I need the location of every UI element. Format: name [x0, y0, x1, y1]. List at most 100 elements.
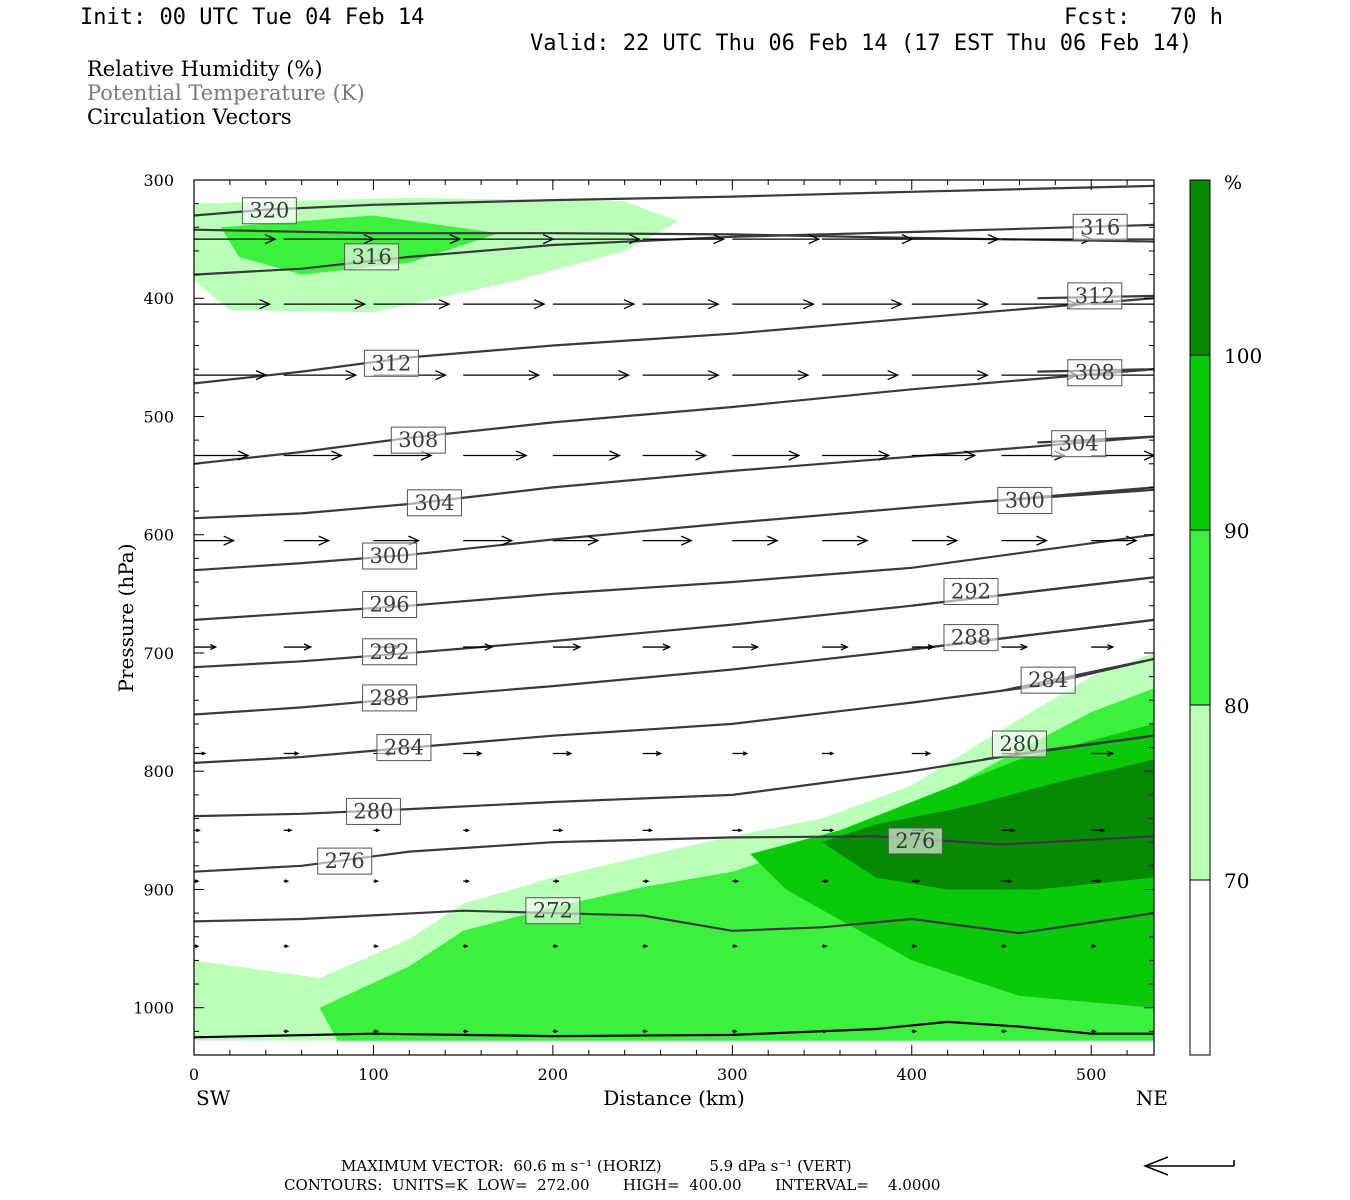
colorbar-label: 90: [1224, 519, 1249, 543]
contour-label-text: 280: [999, 732, 1039, 756]
contour-label: 304: [406, 489, 462, 517]
colorbar-unit: %: [1224, 172, 1242, 194]
x-tick-label: 500: [1076, 1065, 1107, 1084]
circulation-vector: [822, 1029, 828, 1034]
circulation-vector: [822, 944, 828, 949]
colorbar-segment: [1189, 179, 1211, 356]
circulation-vector: [194, 644, 218, 651]
contour-label: 316: [1072, 213, 1128, 241]
circulation-vector: [732, 450, 801, 461]
contour-label: 312: [1067, 282, 1123, 310]
theta-contour-292: [194, 576, 1154, 669]
contour-label-text: 276: [895, 829, 935, 853]
contour-label-text: 292: [370, 640, 410, 664]
rh-fill-layer: [194, 197, 1154, 1041]
x-axis-label: Distance (km): [603, 1086, 745, 1110]
circulation-vector: [822, 535, 869, 546]
circulation-vector: [642, 234, 726, 245]
contour-label-text: 288: [370, 686, 410, 710]
contour-label-text: 284: [1028, 668, 1068, 692]
contour-label-text: 280: [353, 799, 393, 823]
circulation-vector: [194, 751, 207, 756]
circulation-vector: [373, 299, 451, 310]
circulation-vector: [732, 828, 743, 833]
circulation-vector: [463, 450, 528, 461]
circulation-vector: [911, 234, 1000, 245]
theta-contour-316: [194, 223, 1154, 276]
circulation-vector: [911, 750, 932, 757]
circulation-vector: [463, 643, 494, 651]
max-vector-note: MAXIMUM VECTOR: 60.6 m s⁻¹ (HORIZ) 5.9 d…: [341, 1157, 852, 1175]
contour-label: 300: [362, 542, 418, 570]
circulation-vector: [552, 299, 636, 310]
contour-label: 292: [362, 638, 418, 666]
circulation-vector: [552, 535, 600, 546]
circulation-vector: [732, 1029, 738, 1034]
circulation-vector: [732, 751, 749, 756]
contour-label-text: 312: [371, 351, 411, 375]
x-tick-label: 100: [358, 1065, 389, 1084]
circulation-vector: [373, 944, 380, 949]
legend-rh: Relative Humidity (%): [87, 57, 323, 81]
circulation-vector: [1091, 828, 1106, 833]
circulation-vector: [642, 535, 693, 546]
valid-time: Valid: 22 UTC Thu 06 Feb 14 (17 EST Thu …: [530, 31, 1193, 56]
contour-label: 284: [1020, 666, 1076, 694]
x-tick-label: 0: [189, 1065, 199, 1084]
circulation-vector: [552, 450, 622, 461]
circulation-vector: [552, 828, 564, 833]
y-tick-label: 400: [143, 289, 174, 308]
contour-label: 320: [241, 197, 297, 225]
y-axis-label: Pressure (hPa): [114, 544, 138, 693]
y-tick-label: 300: [143, 171, 174, 190]
circulation-vector: [552, 879, 560, 884]
circulation-vector: [642, 299, 720, 310]
contour-label-text: 288: [951, 626, 991, 650]
contour-label: 284: [376, 734, 432, 762]
contour-label: 276: [317, 847, 373, 875]
contour-label-text: 300: [1005, 488, 1045, 512]
plot-frame: [193, 179, 1155, 1056]
colorbar-segment: [1189, 529, 1211, 706]
circulation-vector: [1001, 1029, 1008, 1034]
circulation-vector: [911, 370, 989, 381]
contour-label: 316: [344, 243, 400, 271]
circulation-vector: [911, 450, 977, 461]
circulation-vector: [1091, 750, 1115, 757]
y-tick-label: 600: [143, 526, 174, 545]
circulation-vector: [732, 944, 738, 949]
contour-note: CONTOURS: UNITS=K LOW= 272.00 HIGH= 400.…: [284, 1176, 941, 1194]
contour-label-layer: 320 316 316 312 312 308 308 304 304 300 300 296 292 2…: [241, 197, 1128, 925]
circulation-vector: [194, 234, 277, 245]
circulation-vector: [373, 879, 380, 884]
circulation-vector: [1001, 879, 1013, 884]
circulation-vector: [194, 879, 200, 884]
y-tick-label: 800: [143, 762, 174, 781]
contour-label-text: 292: [951, 579, 991, 603]
contour-label-text: 304: [414, 491, 454, 515]
circulation-vector: [463, 535, 514, 546]
circulation-vector: [283, 643, 313, 651]
circulation-vector: [911, 944, 918, 949]
surface-line: [194, 1020, 1154, 1039]
x-tick-label: 300: [717, 1065, 748, 1084]
theta-contour-272: [194, 909, 1154, 935]
circulation-vector: [1091, 944, 1097, 949]
circulation-vector: [283, 1029, 290, 1034]
colorbar-segment: [1189, 704, 1211, 881]
circulation-vector: [911, 644, 935, 651]
circulation-vector: [194, 828, 201, 833]
contour-label: 308: [390, 426, 446, 454]
circulation-vector: [552, 234, 641, 245]
endpoint-left: SW: [196, 1086, 231, 1110]
circulation-vector: [463, 370, 541, 381]
contour-label-text: 316: [352, 245, 392, 269]
theta-contour-300: [194, 486, 1154, 572]
y-tick-label: 1000: [133, 999, 174, 1018]
circulation-vector: [194, 299, 272, 310]
colorbar-label: 100: [1224, 344, 1262, 368]
contour-label: 312: [363, 349, 419, 377]
circulation-vector: [552, 1029, 559, 1034]
contour-label-text: 304: [1059, 432, 1099, 456]
circulation-vector: [822, 643, 849, 651]
